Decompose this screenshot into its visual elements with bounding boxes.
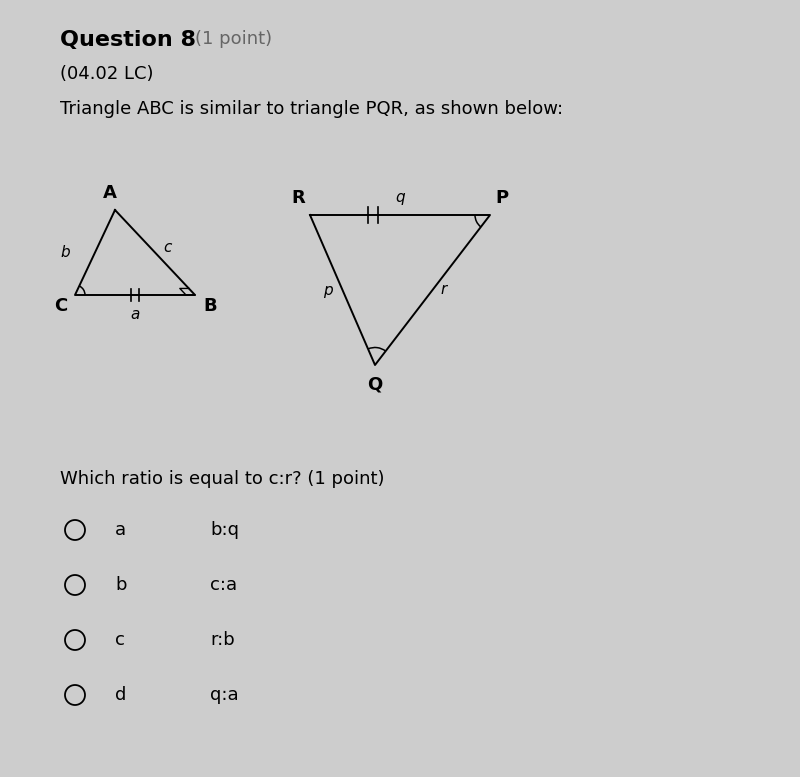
Text: d: d xyxy=(115,686,126,704)
Text: r:b: r:b xyxy=(210,631,234,649)
Circle shape xyxy=(65,520,85,540)
Text: c:a: c:a xyxy=(210,576,237,594)
Text: b: b xyxy=(60,245,70,260)
Text: b:q: b:q xyxy=(210,521,239,539)
Text: b: b xyxy=(115,576,126,594)
Text: P: P xyxy=(495,189,508,207)
Text: (04.02 LC): (04.02 LC) xyxy=(60,65,154,83)
Text: a: a xyxy=(130,307,140,322)
Text: Which ratio is equal to c:r? (1 point): Which ratio is equal to c:r? (1 point) xyxy=(60,470,385,488)
Circle shape xyxy=(65,575,85,595)
Circle shape xyxy=(65,630,85,650)
Text: Q: Q xyxy=(367,375,382,393)
Text: R: R xyxy=(291,189,305,207)
Circle shape xyxy=(65,685,85,705)
Text: p: p xyxy=(323,283,333,298)
Text: (1 point): (1 point) xyxy=(195,30,272,48)
Text: Question 8: Question 8 xyxy=(60,30,196,50)
Text: q:a: q:a xyxy=(210,686,238,704)
Text: C: C xyxy=(54,297,67,315)
Text: q: q xyxy=(395,190,405,205)
Text: A: A xyxy=(103,184,117,202)
Text: c: c xyxy=(163,240,171,255)
Text: r: r xyxy=(441,283,446,298)
Text: B: B xyxy=(203,297,217,315)
Text: Triangle ABC is similar to triangle PQR, as shown below:: Triangle ABC is similar to triangle PQR,… xyxy=(60,100,563,118)
Text: c: c xyxy=(115,631,125,649)
Text: a: a xyxy=(115,521,126,539)
